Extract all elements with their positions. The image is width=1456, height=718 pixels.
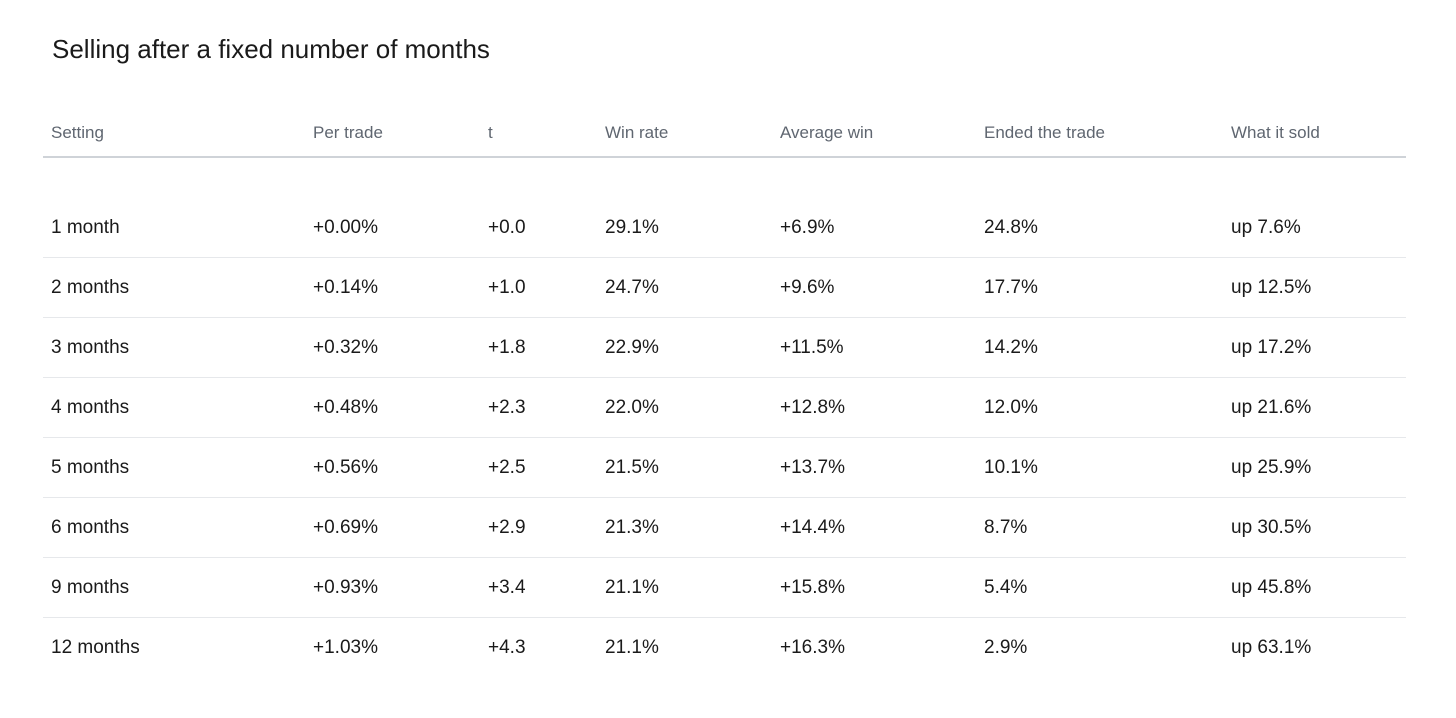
cell-t-value: +0.0 [480, 198, 597, 258]
results-table-container: Setting Per trade t Win rate Average win… [43, 110, 1406, 677]
cell-win-rate: 22.9% [597, 317, 772, 378]
cell-per-trade: +0.48% [305, 377, 480, 438]
cell-what-it-sold: up 45.8% [1223, 557, 1406, 618]
cell-ended-the-trade: 5.4% [976, 557, 1223, 618]
table-row: 3 months +0.32% +1.8 22.9% +11.5% 14.2% up 17.… [43, 317, 1406, 378]
cell-t-value: +1.0 [480, 257, 597, 318]
cell-ended-the-trade: 12.0% [976, 377, 1223, 438]
cell-per-trade: +0.00% [305, 198, 480, 258]
cell-what-it-sold: up 7.6% [1223, 198, 1406, 258]
cell-average-win: +15.8% [772, 557, 976, 618]
table-row: 12 months +1.03% +4.3 21.1% +16.3% 2.9% up 63.… [43, 618, 1406, 678]
cell-average-win: +9.6% [772, 257, 976, 318]
cell-per-trade: +0.69% [305, 497, 480, 558]
header-average-win: Average win [772, 110, 976, 158]
cell-win-rate: 21.5% [597, 437, 772, 498]
cell-ended-the-trade: 8.7% [976, 497, 1223, 558]
cell-t-value: +4.3 [488, 636, 526, 658]
cell-t-value: +2.5 [480, 437, 597, 498]
cell-average-win: +13.7% [772, 437, 976, 498]
cell-setting: 6 months [43, 497, 305, 558]
table-row: 5 months +0.56% +2.5 21.5% +13.7% 10.1% up 25.… [43, 437, 1406, 498]
cell-t-value: +2.9 [480, 497, 597, 558]
cell-win-rate: 21.1% [605, 636, 659, 658]
cell-ended-the-trade: 10.1% [976, 437, 1223, 498]
cell-ended-the-trade: 17.7% [976, 257, 1223, 318]
cell-t-value: +3.4 [480, 557, 597, 618]
cell-ended-the-trade: 2.9% [984, 636, 1028, 658]
results-table: Setting Per trade t Win rate Average win… [43, 110, 1406, 677]
cell-per-trade: +0.93% [305, 557, 480, 618]
cell-t-value: +2.3 [480, 377, 597, 438]
cell-per-trade: +0.56% [305, 437, 480, 498]
cell-what-it-sold: up 21.6% [1223, 377, 1406, 438]
table-row: 4 months +0.48% +2.3 22.0% +12.8% 12.0% up 21.… [43, 377, 1406, 438]
cell-average-win: +14.4% [772, 497, 976, 558]
cell-setting: 4 months [43, 377, 305, 438]
cell-setting: 9 months [43, 557, 305, 618]
cell-average-win: +16.3% [780, 636, 845, 658]
table-spacer [43, 157, 1406, 198]
header-setting: Setting [43, 110, 305, 158]
cell-what-it-sold: up 30.5% [1223, 497, 1406, 558]
header-win-rate: Win rate [597, 110, 772, 158]
cell-win-rate: 21.3% [597, 497, 772, 558]
cell-setting: 2 months [43, 257, 305, 318]
cell-per-trade: +0.14% [305, 257, 480, 318]
header-per-trade: Per trade [305, 110, 480, 158]
header-ended-the-trade: Ended the trade [976, 110, 1223, 158]
cell-average-win: +6.9% [772, 198, 976, 258]
cell-setting: 1 month [43, 198, 305, 258]
table-header-row: Setting Per trade t Win rate Average win… [43, 110, 1406, 158]
cell-what-it-sold: up 25.9% [1223, 437, 1406, 498]
table-row: 6 months +0.69% +2.9 21.3% +14.4% 8.7% up 30.5… [43, 497, 1406, 558]
cell-win-rate: 24.7% [597, 257, 772, 318]
page-title: Selling after a fixed number of months [52, 34, 490, 64]
table-row: 2 months +0.14% +1.0 24.7% +9.6% 17.7% up 12.5… [43, 257, 1406, 318]
cell-win-rate: 21.1% [597, 557, 772, 618]
header-what-it-sold: What it sold [1223, 110, 1406, 158]
cell-setting: 12 months [51, 636, 140, 658]
cell-win-rate: 29.1% [597, 198, 772, 258]
cell-ended-the-trade: 24.8% [976, 198, 1223, 258]
table-row: 9 months +0.93% +3.4 21.1% +15.8% 5.4% up 45.8… [43, 557, 1406, 618]
cell-per-trade: +1.03% [313, 636, 378, 658]
cell-what-it-sold: up 12.5% [1223, 257, 1406, 318]
cell-win-rate: 22.0% [597, 377, 772, 438]
cell-average-win: +12.8% [772, 377, 976, 438]
cell-average-win: +11.5% [772, 317, 976, 378]
cell-ended-the-trade: 14.2% [976, 317, 1223, 378]
cell-setting: 5 months [43, 437, 305, 498]
cell-per-trade: +0.32% [305, 317, 480, 378]
header-t: t [480, 110, 597, 158]
cell-what-it-sold: up 63.1% [1231, 636, 1312, 658]
cell-t-value: +1.8 [480, 317, 597, 378]
cell-what-it-sold: up 17.2% [1223, 317, 1406, 378]
cell-setting: 3 months [43, 317, 305, 378]
table-row: 1 month +0.00% +0.0 29.1% +6.9% 24.8% up 7.6% [43, 198, 1406, 258]
